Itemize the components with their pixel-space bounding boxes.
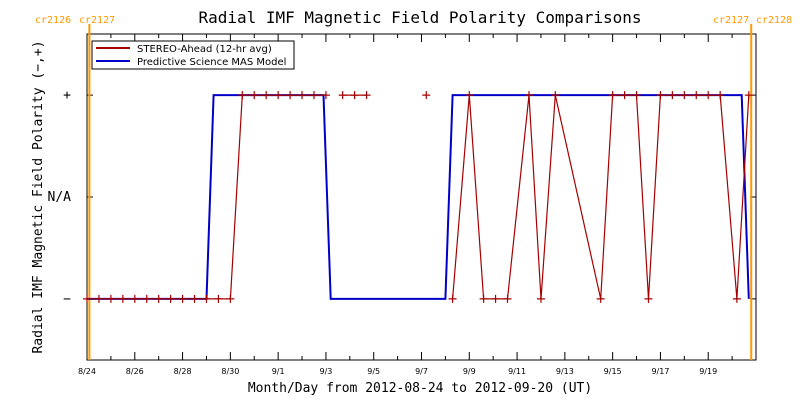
data-point-marker bbox=[620, 91, 629, 100]
data-point-marker bbox=[465, 91, 474, 100]
x-tick-label: 8/28 bbox=[174, 367, 192, 376]
x-tick-label: 9/1 bbox=[272, 367, 285, 376]
data-point-marker bbox=[362, 91, 371, 100]
series-line bbox=[87, 94, 326, 300]
data-point-marker bbox=[536, 294, 545, 303]
data-point-marker bbox=[321, 91, 330, 100]
data-point-marker bbox=[680, 91, 689, 100]
plot-frame bbox=[86, 33, 757, 361]
x-tick-label: 9/11 bbox=[508, 367, 526, 376]
series-layer bbox=[83, 91, 753, 303]
data-point-marker bbox=[262, 91, 271, 100]
data-point-marker bbox=[692, 91, 701, 100]
data-point-marker bbox=[596, 294, 605, 303]
x-tick-label: 9/5 bbox=[367, 367, 380, 376]
y-tick-label: − bbox=[63, 292, 71, 307]
data-point-marker bbox=[154, 294, 163, 303]
y-axis-label: Radial IMF Magnetic Field Polarity (−,+) bbox=[31, 40, 46, 353]
chart-title: Radial IMF Magnetic Field Polarity Compa… bbox=[198, 8, 641, 27]
data-point-marker bbox=[286, 91, 295, 100]
y-tick-label: + bbox=[63, 88, 71, 103]
data-point-marker bbox=[744, 91, 753, 100]
data-point-marker bbox=[106, 294, 115, 303]
data-point-marker bbox=[83, 294, 91, 303]
cr-label-left: cr2126 cr2127 bbox=[35, 15, 115, 26]
y-tick-label: N/A bbox=[48, 190, 72, 205]
data-point-marker bbox=[448, 294, 457, 303]
data-point-marker bbox=[178, 294, 187, 303]
carrington-lines bbox=[88, 24, 753, 360]
data-point-marker bbox=[94, 294, 103, 303]
legend-box bbox=[91, 40, 295, 70]
x-tick-label: 8/26 bbox=[126, 367, 144, 376]
x-tick-label: 9/17 bbox=[651, 367, 669, 376]
data-point-marker bbox=[503, 294, 512, 303]
cr-label-right: cr2127 cr2128 bbox=[713, 15, 792, 26]
x-tick-label: 9/13 bbox=[556, 367, 574, 376]
data-point-marker bbox=[704, 91, 713, 100]
data-point-marker bbox=[202, 294, 211, 303]
data-point-marker bbox=[214, 294, 223, 303]
x-tick-label: 9/15 bbox=[604, 367, 622, 376]
series-line bbox=[87, 94, 750, 300]
data-point-marker bbox=[350, 91, 359, 100]
x-axis: 8/24 8/26 8/28 8/30 9/1 9/3 9/5 9/7 9/9 9/11 9/13 9… bbox=[78, 34, 733, 376]
x-tick-label: 9/3 bbox=[319, 367, 332, 376]
data-point-marker bbox=[422, 91, 431, 100]
data-point-marker bbox=[644, 294, 653, 303]
data-point-marker bbox=[716, 91, 725, 100]
legend-label-mas: Predictive Science MAS Model bbox=[137, 57, 286, 68]
data-point-marker bbox=[190, 294, 199, 303]
x-tick-label: 9/9 bbox=[463, 367, 476, 376]
data-point-marker bbox=[338, 91, 347, 100]
data-point-marker bbox=[525, 91, 534, 100]
cr-label-left-1: cr2126 bbox=[35, 15, 71, 26]
data-point-marker bbox=[226, 294, 235, 303]
data-point-marker bbox=[142, 294, 151, 303]
legend: STEREO-Ahead (12-hr avg) Predictive Scie… bbox=[91, 40, 295, 70]
data-point-marker bbox=[551, 91, 560, 100]
cr-label-right-2: cr2128 bbox=[756, 15, 792, 26]
series-line bbox=[452, 94, 750, 300]
data-point-marker bbox=[632, 91, 641, 100]
data-point-marker bbox=[238, 91, 247, 100]
data-point-marker bbox=[479, 294, 488, 303]
data-point-marker bbox=[668, 91, 677, 100]
data-point-marker bbox=[732, 294, 741, 303]
data-point-marker bbox=[166, 294, 175, 303]
data-point-marker bbox=[309, 91, 318, 100]
data-point-marker bbox=[250, 91, 259, 100]
x-tick-label: 9/19 bbox=[699, 367, 717, 376]
x-tick-label: 8/24 bbox=[78, 367, 96, 376]
data-point-marker bbox=[274, 91, 283, 100]
data-point-marker bbox=[130, 294, 139, 303]
cr-label-left-2: cr2127 bbox=[79, 15, 115, 26]
x-tick-label: 9/7 bbox=[415, 367, 428, 376]
cr-label-right-1: cr2127 bbox=[713, 15, 749, 26]
x-axis-label: Month/Day from 2012-08-24 to 2012-09-20 … bbox=[248, 381, 592, 396]
data-point-marker bbox=[491, 294, 500, 303]
data-point-marker bbox=[608, 91, 617, 100]
data-point-marker bbox=[118, 294, 127, 303]
x-tick-label: 8/30 bbox=[221, 367, 239, 376]
legend-label-stereo: STEREO-Ahead (12-hr avg) bbox=[137, 44, 272, 55]
data-point-marker bbox=[656, 91, 665, 100]
data-point-marker bbox=[298, 91, 307, 100]
